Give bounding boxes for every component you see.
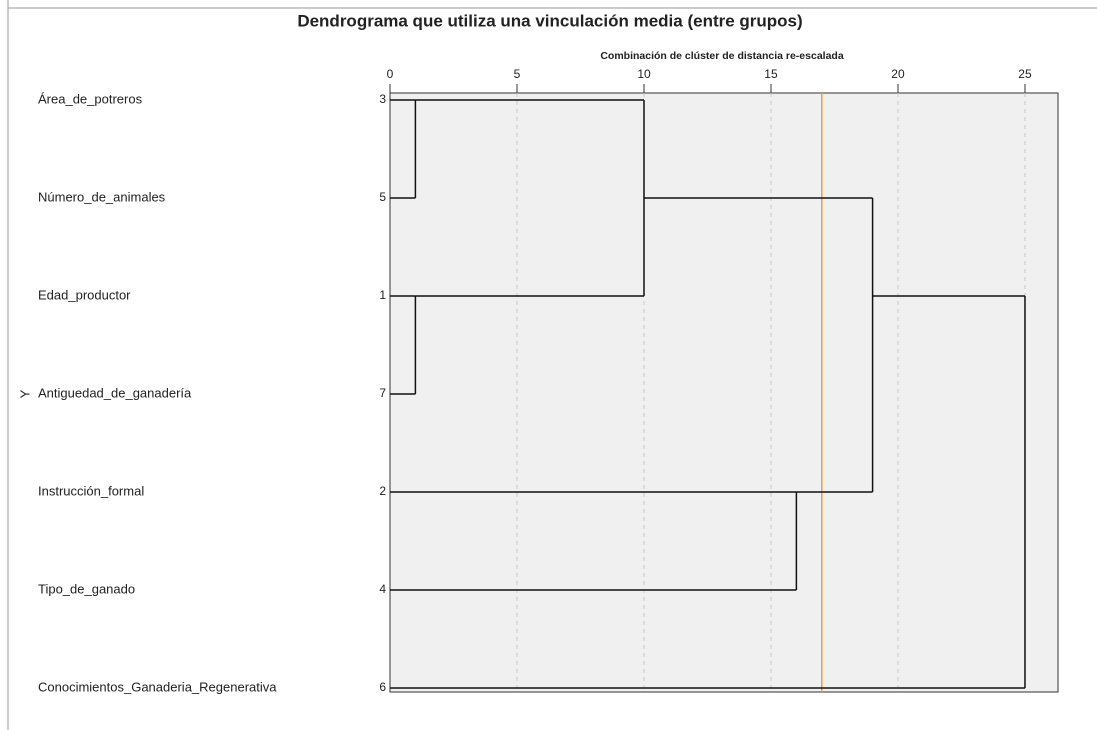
leaf-label: Edad_productor [38,287,131,302]
x-tick-label: 15 [764,67,778,81]
leaf-case: 2 [379,484,386,498]
x-tick-label: 25 [1018,67,1032,81]
leaf-case: 5 [379,190,386,204]
y-axis-label: Y [17,389,32,398]
leaf-label: Área_de_potreros [38,91,143,106]
leaf-case: 3 [379,92,386,106]
x-tick-label: 0 [387,67,394,81]
leaf-label: Tipo_de_ganado [38,581,135,596]
leaf-case: 6 [379,680,386,694]
plot-area [389,92,1059,693]
leaf-case: 4 [379,582,386,596]
leaf-label: Instrucción_formal [38,483,144,498]
leaf-case: 7 [379,386,386,400]
leaf-label: Conocimientos_Ganaderia_Regenerativa [38,679,277,694]
chart-title: Dendrograma que utiliza una vinculación … [297,11,802,30]
x-tick-label: 10 [637,67,651,81]
x-tick-label: 5 [514,67,521,81]
x-tick-label: 20 [891,67,905,81]
x-axis-label: Combinación de clúster de distancia re-e… [600,50,843,62]
leaf-case: 1 [379,288,386,302]
leaf-label: Antiguedad_de_ganadería [38,385,192,400]
leaf-label: Número_de_animales [38,189,166,204]
